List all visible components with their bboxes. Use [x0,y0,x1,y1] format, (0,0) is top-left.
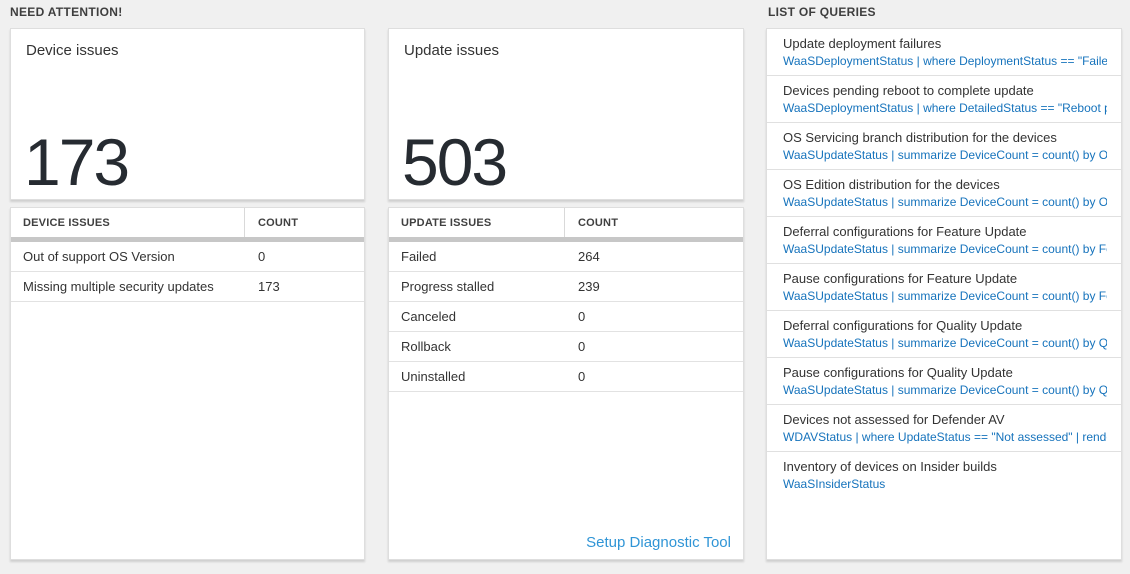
row-count: 264 [578,249,600,264]
update-issues-column-header: UPDATE ISSUES [389,208,565,237]
query-kql-text: WaaSUpdateStatus | summarize DeviceCount… [783,383,1107,397]
table-row[interactable]: Failed 264 [389,242,743,272]
table-row[interactable]: Out of support OS Version 0 [11,242,364,272]
query-item[interactable]: OS Servicing branch distribution for the… [767,123,1121,170]
count-column-header: COUNT [258,216,299,229]
update-issues-table: UPDATE ISSUES COUNT Failed 264 Progress … [388,207,744,560]
update-issues-title: Update issues [404,42,500,59]
row-count: 0 [578,309,586,324]
query-title: Pause configurations for Feature Update [783,271,1018,286]
list-of-queries-section-label: LIST OF QUERIES [768,5,876,19]
query-kql-text: WDAVStatus | where UpdateStatus == "Not … [783,430,1107,444]
device-table-rows: Out of support OS Version 0 Missing mult… [11,242,364,302]
query-item[interactable]: Devices pending reboot to complete updat… [767,76,1121,123]
query-list: Update deployment failures WaaSDeploymen… [767,29,1121,499]
row-count: 0 [578,339,586,354]
table-row[interactable]: Uninstalled 0 [389,362,743,392]
query-item[interactable]: Update deployment failures WaaSDeploymen… [767,29,1121,76]
query-kql-text: WaaSUpdateStatus | summarize DeviceCount… [783,195,1107,209]
device-issues-column-header: DEVICE ISSUES [11,208,245,237]
query-title: OS Edition distribution for the devices [783,177,1000,192]
query-item[interactable]: Deferral configurations for Feature Upda… [767,217,1121,264]
row-count: 173 [258,279,280,294]
row-count: 239 [578,279,600,294]
query-kql-text: WaaSUpdateStatus | summarize DeviceCount… [783,148,1107,162]
query-kql-text: WaaSDeploymentStatus | where DeploymentS… [783,54,1107,68]
device-issues-count: 173 [24,124,130,199]
table-row[interactable]: Canceled 0 [389,302,743,332]
update-issues-tile[interactable]: Update issues 503 [388,28,744,200]
count-column-header: COUNT [578,216,619,229]
query-title: Pause configurations for Quality Update [783,365,1013,380]
row-label: Progress stalled [401,279,495,294]
device-issues-title: Device issues [26,42,119,59]
setup-diagnostic-tool-link[interactable]: Setup Diagnostic Tool [586,534,731,551]
query-item[interactable]: Deferral configurations for Quality Upda… [767,311,1121,358]
row-label: Out of support OS Version [23,249,175,264]
update-table-header: UPDATE ISSUES COUNT [389,208,743,237]
query-item[interactable]: Pause configurations for Quality Update … [767,358,1121,405]
row-label: Missing multiple security updates [23,279,214,294]
query-title: Devices pending reboot to complete updat… [783,83,1034,98]
query-title: Inventory of devices on Insider builds [783,459,997,474]
row-count: 0 [578,369,586,384]
queries-panel: Update deployment failures WaaSDeploymen… [766,28,1122,560]
query-item[interactable]: Pause configurations for Feature Update … [767,264,1121,311]
header-divider-bar [389,237,743,242]
query-item[interactable]: Inventory of devices on Insider builds W… [767,452,1121,499]
row-label: Rollback [401,339,451,354]
row-label: Canceled [401,309,456,324]
query-kql-text: WaaSUpdateStatus | summarize DeviceCount… [783,336,1107,350]
row-label: Failed [401,249,437,264]
table-row[interactable]: Progress stalled 239 [389,272,743,302]
query-title: Deferral configurations for Feature Upda… [783,224,1027,239]
device-issues-tile[interactable]: Device issues 173 [10,28,365,200]
query-kql-text: WaaSInsiderStatus [783,477,886,491]
query-title: Update deployment failures [783,36,942,51]
query-title: OS Servicing branch distribution for the… [783,130,1057,145]
query-title: Deferral configurations for Quality Upda… [783,318,1023,333]
row-count: 0 [258,249,266,264]
header-divider-bar [11,237,364,242]
query-kql-text: WaaSUpdateStatus | summarize DeviceCount… [783,242,1107,256]
query-kql-text: WaaSUpdateStatus | summarize DeviceCount… [783,289,1107,303]
update-table-rows: Failed 264 Progress stalled 239 Canceled… [389,242,743,392]
update-issues-count: 503 [402,124,508,199]
query-title: Devices not assessed for Defender AV [783,412,1005,427]
query-item[interactable]: OS Edition distribution for the devices … [767,170,1121,217]
device-issues-table: DEVICE ISSUES COUNT Out of support OS Ve… [10,207,365,560]
query-kql-text: WaaSDeploymentStatus | where DetailedSta… [783,101,1107,115]
query-item[interactable]: Devices not assessed for Defender AV WDA… [767,405,1121,452]
row-label: Uninstalled [401,369,466,384]
table-row[interactable]: Rollback 0 [389,332,743,362]
device-table-header: DEVICE ISSUES COUNT [11,208,364,237]
need-attention-section-label: NEED ATTENTION! [10,5,123,19]
table-row[interactable]: Missing multiple security updates 173 [11,272,364,302]
